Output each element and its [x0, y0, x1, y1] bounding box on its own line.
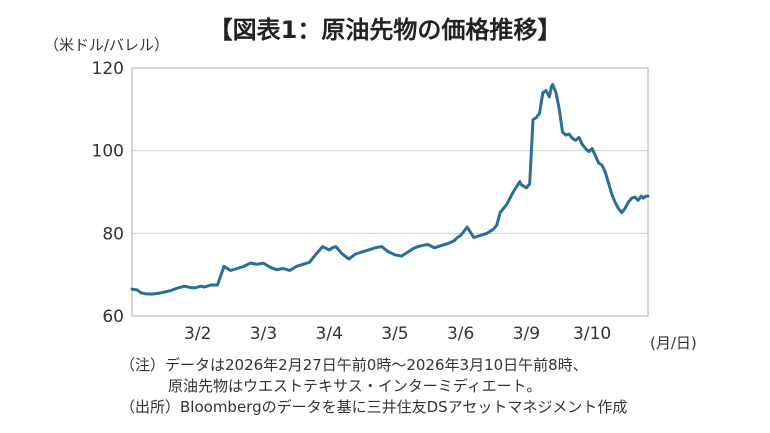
x-axis-ticks: 3/2 3/3 3/4 3/5 3/6 3/9 3/10 — [184, 324, 611, 344]
plot-frame — [131, 67, 649, 317]
x-tick-label: 3/10 — [573, 324, 611, 344]
x-tick-label: 3/3 — [250, 324, 277, 344]
grid-lines — [132, 150, 648, 234]
note-line-1: （注）データは2026年2月27日午前0時～2026年3月10日午前8時、 — [120, 356, 588, 374]
x-tick-label: 3/9 — [513, 324, 540, 344]
y-axis-unit-label: （米ドル/バレル） — [44, 36, 170, 54]
series-layer — [130, 83, 650, 296]
note-source: （出所）Bloombergのデータを基に三井住友DSアセットマネジメント作成 — [120, 398, 628, 416]
y-tick-label: 80 — [102, 224, 124, 244]
x-axis-unit-label: (月/日) — [650, 334, 697, 352]
chart-title: 【図表1：原油先物の価格推移】 — [208, 16, 562, 44]
series-line-0 — [130, 83, 650, 296]
x-tick-label: 3/4 — [316, 324, 343, 344]
y-tick-label: 100 — [92, 142, 124, 162]
y-axis-ticks: 60 80 100 120 — [92, 59, 124, 327]
x-tick-label: 3/2 — [184, 324, 211, 344]
note-line-2: 原油先物はウエストテキサス・インターミディエート。 — [168, 377, 542, 395]
x-tick-label: 3/5 — [381, 324, 408, 344]
x-tick-label: 3/6 — [447, 324, 474, 344]
footnotes: （注）データは2026年2月27日午前0時～2026年3月10日午前8時、 原油… — [120, 355, 627, 418]
y-tick-label: 120 — [92, 59, 124, 79]
y-tick-label: 60 — [102, 307, 124, 327]
